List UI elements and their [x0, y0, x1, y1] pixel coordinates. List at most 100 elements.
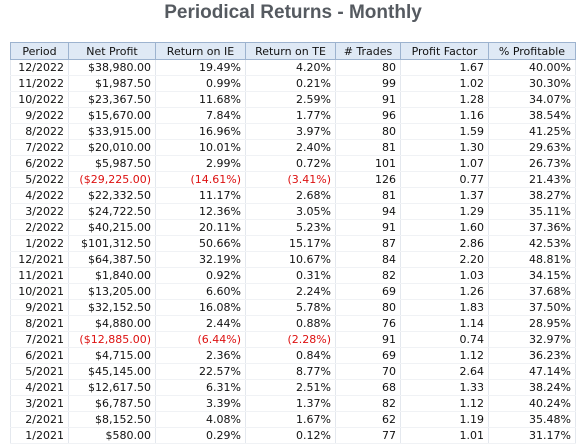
table-cell: 76 [335, 315, 401, 332]
table-cell: 1.67% [245, 411, 336, 428]
table-cell: ($12,885.00) [68, 331, 156, 348]
table-cell: 11.17% [155, 187, 246, 204]
table-cell: 68 [335, 379, 401, 396]
table-cell: 32.97% [488, 331, 576, 348]
table-cell: 3/2022 [10, 203, 69, 220]
table-cell: 7.84% [155, 107, 246, 124]
table-cell: $101,312.50 [68, 235, 156, 252]
table-cell: $13,205.00 [68, 283, 156, 300]
table-row: 7/2021 ($12,885.00) (6.44%) (2.28%) 91 0.74 32… [10, 331, 576, 348]
table-cell: 41.25% [488, 123, 576, 140]
header-row: Period Net Profit Return on IE Return on TE… [10, 42, 576, 60]
table-cell: 5/2021 [10, 363, 69, 380]
table-cell: (6.44%) [155, 331, 246, 348]
table-cell: 11/2022 [10, 75, 69, 92]
table-cell: 9/2021 [10, 299, 69, 316]
table-cell: 47.14% [488, 363, 576, 380]
table-cell: 1.29 [400, 203, 489, 220]
table-cell: 3.39% [155, 395, 246, 412]
table-cell: 94 [335, 203, 401, 220]
table-cell: 99 [335, 75, 401, 92]
table-cell: 12/2021 [10, 251, 69, 268]
table-cell: 3.05% [245, 203, 336, 220]
column-header[interactable]: Profit Factor [400, 42, 489, 60]
table-row: 2/2021 $8,152.50 4.08% 1.67% 62 1.19 35.48% [10, 411, 576, 428]
table-cell: $4,880.00 [68, 315, 156, 332]
table-cell: $1,987.50 [68, 75, 156, 92]
table-cell: 50.66% [155, 235, 246, 252]
table-cell: 1.12 [400, 395, 489, 412]
table-cell: 40.24% [488, 395, 576, 412]
table-cell: 10.67% [245, 251, 336, 268]
table-cell: 0.88% [245, 315, 336, 332]
table-cell: 8/2022 [10, 123, 69, 140]
table-cell: 80 [335, 299, 401, 316]
table-cell: 69 [335, 347, 401, 364]
table-cell: 38.54% [488, 107, 576, 124]
column-header[interactable]: % Profitable [488, 42, 576, 60]
column-header[interactable]: Return on IE [155, 42, 246, 60]
table-cell: 1.37% [245, 395, 336, 412]
table-body: 12/2022 $38,980.00 19.49% 4.20% 80 1.67 40.00%… [10, 59, 576, 444]
column-header[interactable]: Period [10, 42, 69, 60]
table-cell: 40.00% [488, 59, 576, 76]
table-cell: 2.86 [400, 235, 489, 252]
table-cell: 16.08% [155, 299, 246, 316]
table-cell: 3.97% [245, 123, 336, 140]
table-cell: 4.20% [245, 59, 336, 76]
table-cell: $20,010.00 [68, 139, 156, 156]
table-cell: 70 [335, 363, 401, 380]
table-cell: 1.07 [400, 155, 489, 172]
table-cell: 0.74 [400, 331, 489, 348]
table-cell: 4/2022 [10, 187, 69, 204]
table-cell: 2.64 [400, 363, 489, 380]
table-row: 7/2022 $20,010.00 10.01% 2.40% 81 1.30 29.63% [10, 139, 576, 156]
table-row: 11/2021 $1,840.00 0.92% 0.31% 82 1.03 34.15% [10, 267, 576, 284]
table-cell: 91 [335, 219, 401, 236]
column-header[interactable]: Net Profit [68, 42, 156, 60]
table-cell: 2/2022 [10, 219, 69, 236]
column-header[interactable]: Return on TE [245, 42, 336, 60]
table-cell: 28.95% [488, 315, 576, 332]
table-row: 5/2022 ($29,225.00) (14.61%) (3.41%) 126 0.77… [10, 171, 576, 188]
table-cell: 6.60% [155, 283, 246, 300]
table-cell: 0.72% [245, 155, 336, 172]
table-cell: 0.77 [400, 171, 489, 188]
table-cell: 31.17% [488, 427, 576, 444]
table-cell: 2.36% [155, 347, 246, 364]
table-row: 9/2021 $32,152.50 16.08% 5.78% 80 1.83 37.50% [10, 299, 576, 316]
table-cell: 34.15% [488, 267, 576, 284]
table-cell: 7/2021 [10, 331, 69, 348]
table-row: 12/2022 $38,980.00 19.49% 4.20% 80 1.67 40.00% [10, 59, 576, 76]
column-header[interactable]: # Trades [335, 42, 401, 60]
table-cell: 126 [335, 171, 401, 188]
table-cell: 2.51% [245, 379, 336, 396]
table-cell: 37.36% [488, 219, 576, 236]
table-row: 6/2022 $5,987.50 2.99% 0.72% 101 1.07 26.73% [10, 155, 576, 172]
table-cell: 35.11% [488, 203, 576, 220]
table-cell: 37.50% [488, 299, 576, 316]
table-header: Period Net Profit Return on IE Return on TE… [10, 42, 576, 60]
table-row: 1/2022 $101,312.50 50.66% 15.17% 87 2.86 42.53… [10, 235, 576, 252]
table-row: 4/2021 $12,617.50 6.31% 2.51% 68 1.33 38.24% [10, 379, 576, 396]
table-cell: 0.99% [155, 75, 246, 92]
table-cell: 1.01 [400, 427, 489, 444]
table-cell: 81 [335, 187, 401, 204]
table-cell: 20.11% [155, 219, 246, 236]
table-cell: $23,367.50 [68, 91, 156, 108]
table-row: 8/2022 $33,915.00 16.96% 3.97% 80 1.59 41.25% [10, 123, 576, 140]
table-cell: 5/2022 [10, 171, 69, 188]
table-cell: $6,787.50 [68, 395, 156, 412]
table-cell: 1/2021 [10, 427, 69, 444]
table-cell: 91 [335, 91, 401, 108]
table-cell: 2.99% [155, 155, 246, 172]
table-cell: 12.36% [155, 203, 246, 220]
table-cell: 101 [335, 155, 401, 172]
table-cell: 1.30 [400, 139, 489, 156]
table-cell: 21.43% [488, 171, 576, 188]
table-cell: 5.78% [245, 299, 336, 316]
table-cell: 22.57% [155, 363, 246, 380]
table-cell: 29.63% [488, 139, 576, 156]
table-cell: $22,332.50 [68, 187, 156, 204]
